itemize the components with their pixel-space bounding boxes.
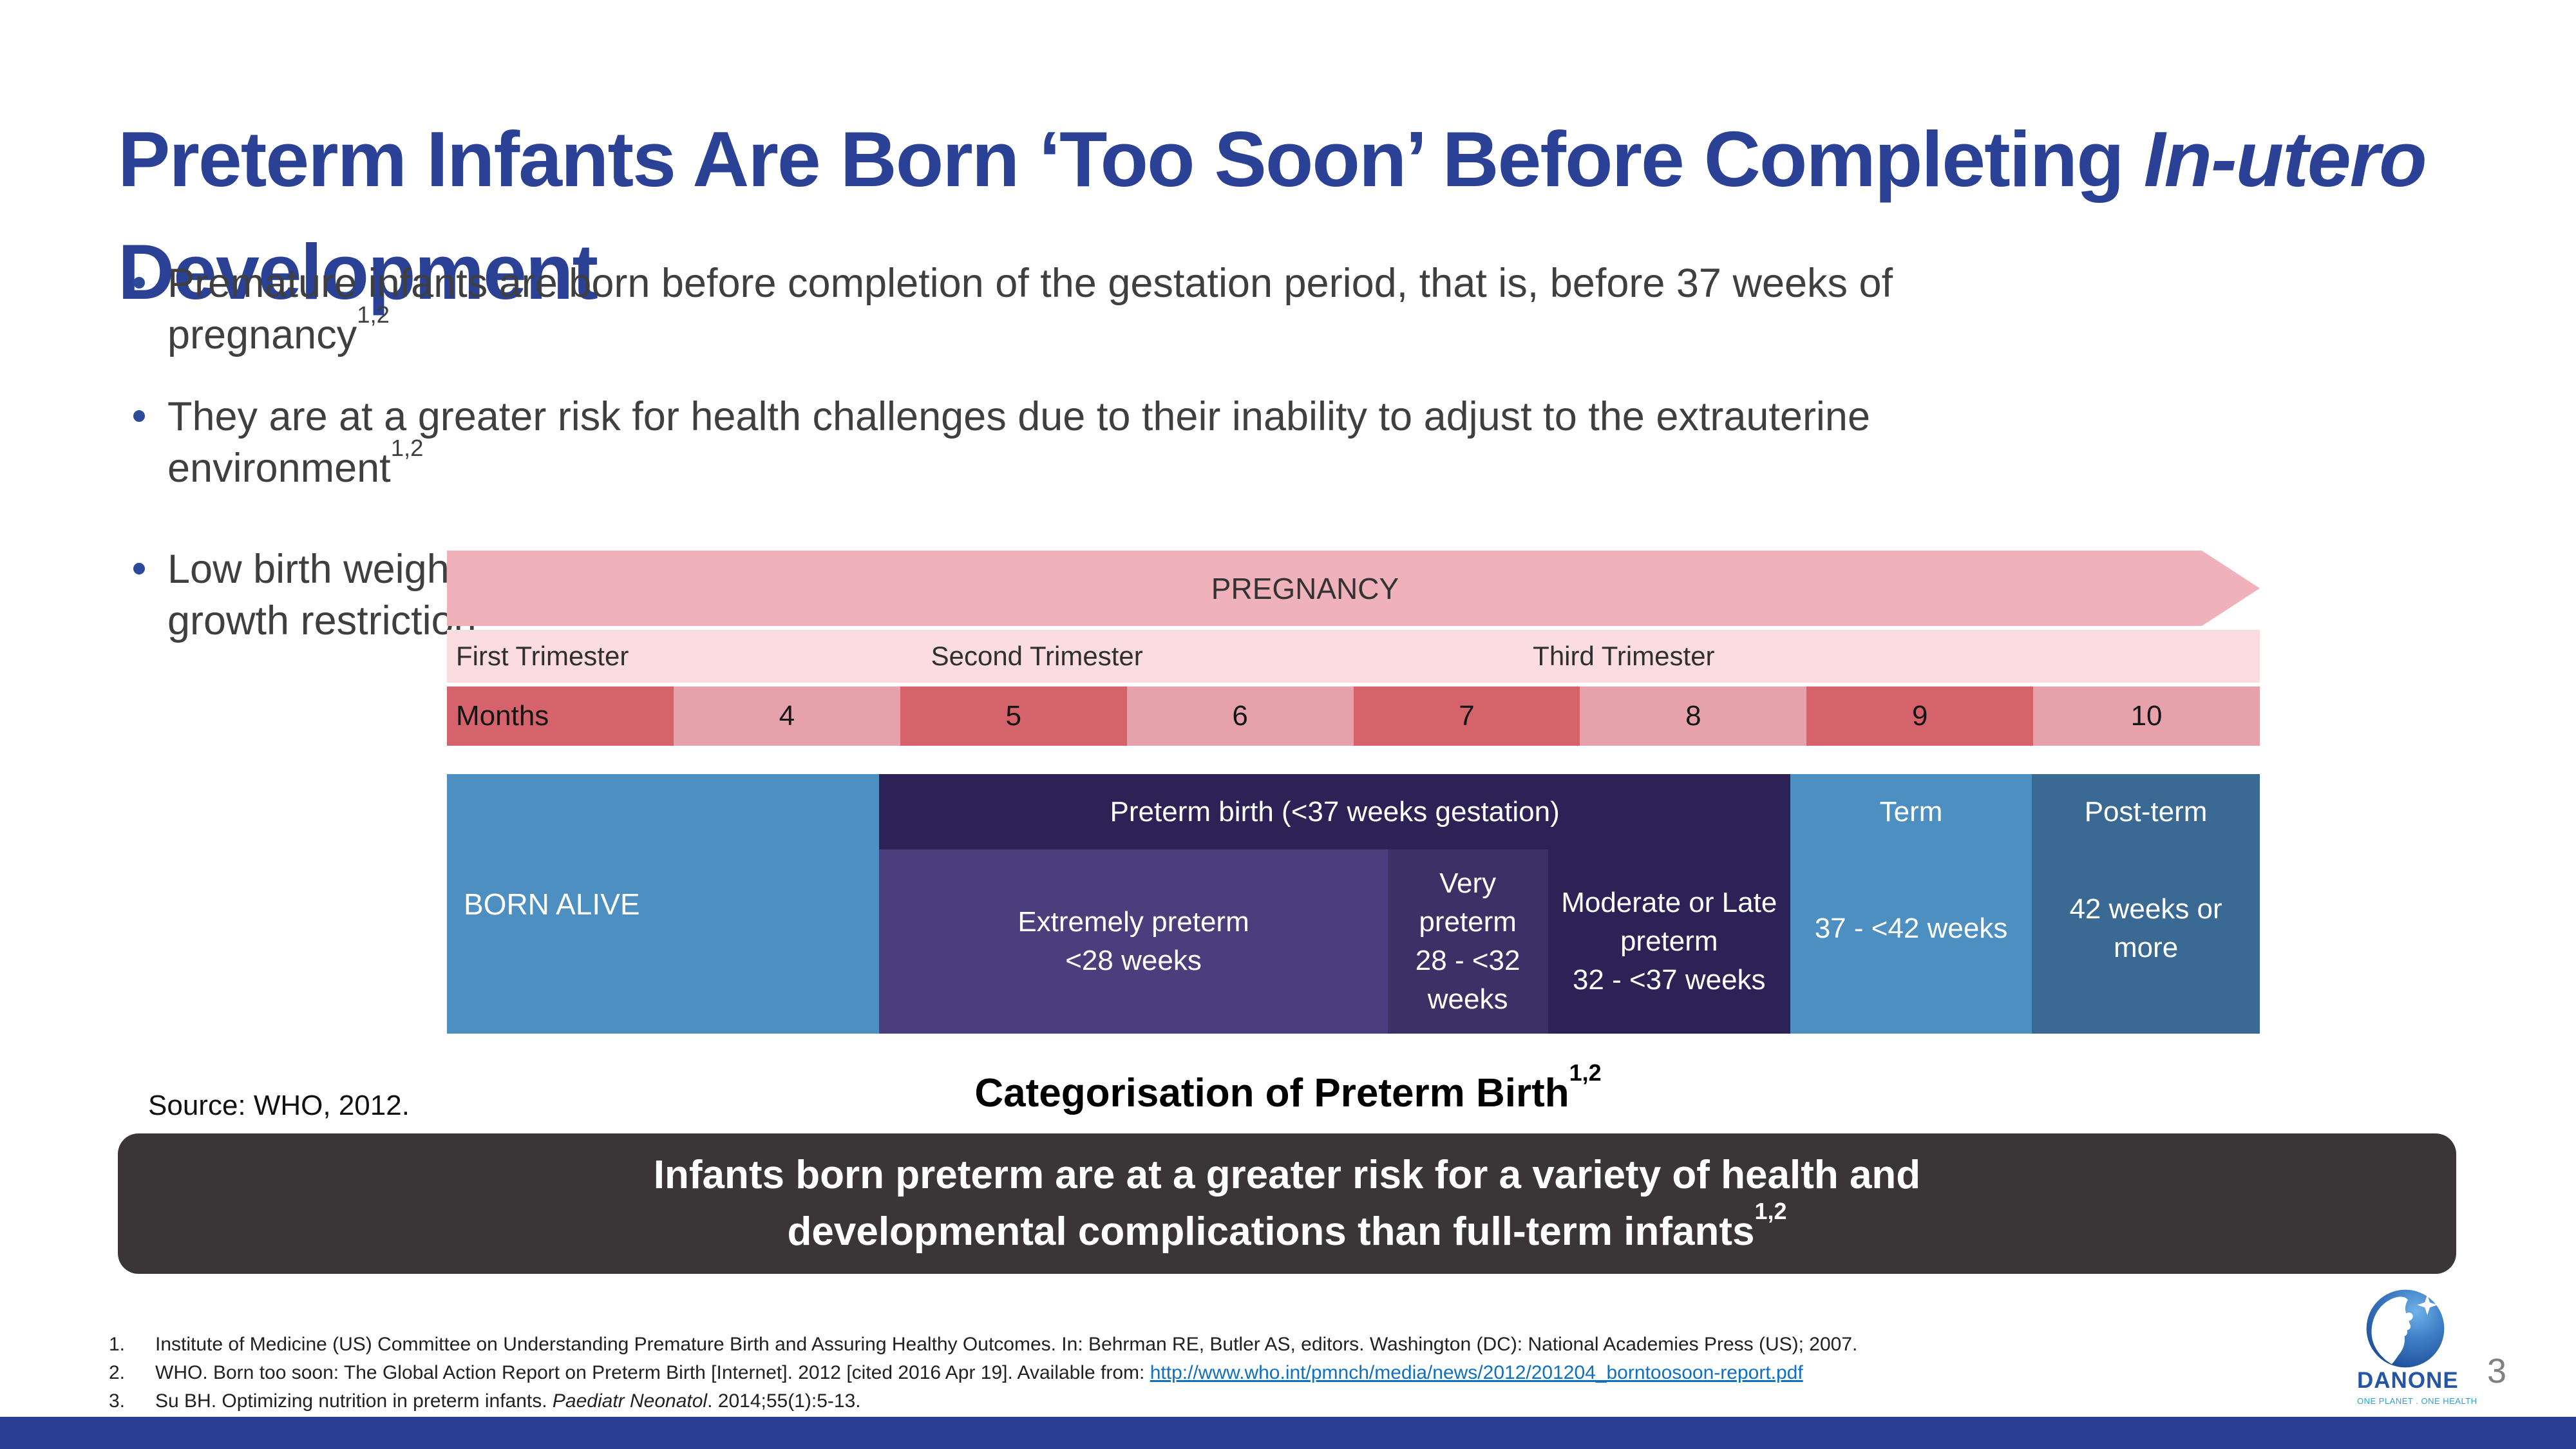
term-column: Term 37 - <42 weeks: [1790, 774, 2032, 1034]
bullet-dot-icon: [133, 277, 145, 289]
pregnancy-arrow-label: PREGNANCY: [1211, 571, 1399, 605]
postterm-column: Post-term 42 weeks or more: [2032, 774, 2260, 1034]
title-italic: In-utero: [2143, 115, 2427, 203]
callout-line2: developmental complications than full-te…: [787, 1198, 1787, 1254]
bullet-item: Premature infants are born before comple…: [131, 258, 2436, 361]
category-moderate-late-preterm: Moderate or Late preterm 32 - <37 weeks: [1548, 849, 1790, 1034]
reference-text: Institute of Medicine (US) Committee on …: [155, 1334, 1858, 1355]
callout-banner: Infants born preterm are at a greater ri…: [118, 1133, 2456, 1274]
postterm-range: 42 weeks or more: [2069, 893, 2222, 963]
globe-icon: [2366, 1289, 2445, 1368]
category-name: Moderate or Late preterm: [1561, 887, 1777, 958]
reference-item: 2. WHO. Born too soon: The Global Action…: [109, 1359, 2298, 1387]
term-header: Term: [1879, 795, 1943, 828]
trimester-label-third: Third Trimester: [1533, 641, 1715, 671]
month-cell: 7: [1353, 687, 1580, 746]
pregnancy-diagram: PREGNANCY First Trimester Second Trimest…: [447, 551, 2260, 1034]
brand-name: DANONE: [2357, 1368, 2459, 1393]
months-row: Months 4 5 6 7 8 9 10: [447, 687, 2260, 746]
title-line2: Development: [118, 228, 598, 316]
bullet-text: environment: [167, 446, 391, 491]
month-cell: 4: [673, 687, 900, 746]
category-range: 32 - <37 weeks: [1572, 963, 1766, 996]
preterm-subrow: Extremely preterm <28 weeks Very preterm…: [879, 849, 1790, 1034]
reference-number: 2.: [109, 1362, 126, 1383]
pregnancy-arrow: PREGNANCY: [447, 551, 2260, 626]
category-very-preterm: Very preterm 28 - <32 weeks: [1387, 849, 1548, 1034]
references-list: 1. Institute of Medicine (US) Committee …: [109, 1331, 2298, 1416]
brand-tagline: ONE PLANET . ONE HEALTH: [2357, 1396, 2477, 1406]
reference-superscript: 1,2: [1754, 1198, 1787, 1225]
month-cell: 9: [1806, 687, 2034, 746]
postterm-header: Post-term: [2084, 795, 2208, 828]
footer-bar: [0, 1417, 2576, 1449]
month-cell: 5: [900, 687, 1127, 746]
danone-logo: DANONE ONE PLANET . ONE HEALTH: [2357, 1288, 2477, 1406]
reference-superscript: 1,2: [357, 301, 390, 328]
bullet-text: growth restriction: [167, 598, 477, 643]
category-extremely-preterm: Extremely preterm <28 weeks: [879, 849, 1388, 1034]
table-caption: Categorisation of Preterm Birth1,2: [974, 1059, 1602, 1115]
born-alive-cell: BORN ALIVE: [447, 774, 880, 1034]
category-name: Very preterm: [1419, 867, 1517, 938]
reference-superscript: 1,2: [390, 434, 424, 461]
callout-line1: Infants born preterm are at a greater ri…: [653, 1153, 1921, 1197]
reference-item: 3. Su BH. Optimizing nutrition in preter…: [109, 1387, 2298, 1416]
bullet-item: They are at a greater risk for health ch…: [131, 391, 2436, 494]
bullet-dot-icon: [133, 410, 145, 422]
category-range: <28 weeks: [1065, 945, 1202, 976]
reference-superscript: 1,2: [1569, 1059, 1602, 1086]
preterm-header-cell: Preterm birth (<37 weeks gestation): [879, 774, 1790, 849]
title-line1: Preterm Infants Are Born ‘Too Soon’ Befo…: [118, 115, 2144, 203]
category-range: 28 - <32 weeks: [1415, 945, 1520, 1015]
months-label-cell: Months: [447, 687, 674, 746]
page-title: Preterm Infants Are Born ‘Too Soon’ Befo…: [118, 103, 2526, 329]
month-cell: 8: [1580, 687, 1807, 746]
reference-number: 1.: [109, 1334, 126, 1355]
trimester-label-first: First Trimester: [456, 641, 629, 671]
reference-text: Su BH. Optimizing nutrition in preterm i…: [155, 1390, 861, 1412]
trimester-band: First Trimester Second Trimester Third T…: [447, 630, 2260, 683]
bullet-dot-icon: [133, 563, 145, 574]
reference-link[interactable]: http://www.who.int/pmnch/media/news/2012…: [1150, 1362, 1803, 1383]
month-cell: 10: [2033, 687, 2260, 746]
preterm-column-group: Preterm birth (<37 weeks gestation) Extr…: [879, 774, 1790, 1034]
trimester-label-second: Second Trimester: [931, 641, 1143, 671]
birth-categorisation-table: BORN ALIVE Preterm birth (<37 weeks gest…: [447, 774, 2260, 1034]
reference-number: 3.: [109, 1390, 126, 1412]
term-range: 37 - <42 weeks: [1814, 913, 2008, 945]
page-number: 3: [2487, 1352, 2507, 1390]
reference-text: WHO. Born too soon: The Global Action Re…: [155, 1362, 1803, 1383]
category-name: Extremely preterm: [1018, 906, 1249, 938]
month-cell: 6: [1126, 687, 1354, 746]
bullet-text: They are at a greater risk for health ch…: [167, 394, 1871, 439]
reference-item: 1. Institute of Medicine (US) Committee …: [109, 1331, 2298, 1359]
bullet-text: pregnancy: [167, 312, 357, 357]
bullet-text: Premature infants are born before comple…: [167, 261, 1893, 306]
source-note: Source: WHO, 2012.: [148, 1090, 410, 1121]
